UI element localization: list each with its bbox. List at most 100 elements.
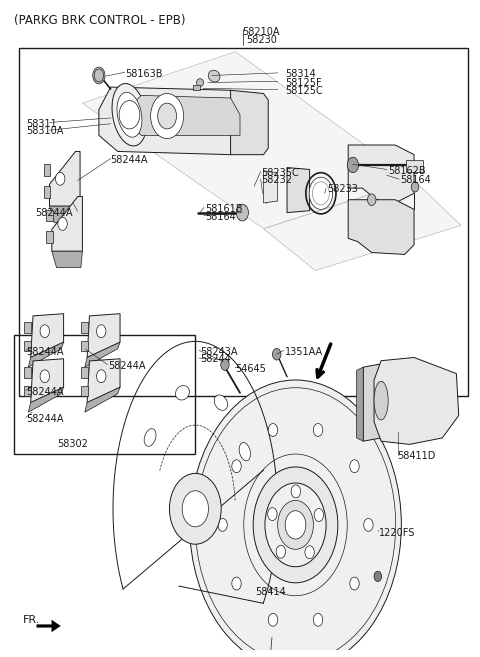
Polygon shape [132, 95, 240, 135]
Polygon shape [52, 196, 83, 251]
Circle shape [96, 325, 106, 338]
Ellipse shape [117, 92, 142, 137]
Polygon shape [264, 171, 277, 203]
Text: 58411D: 58411D [397, 451, 436, 461]
Circle shape [314, 509, 324, 522]
Text: 58314: 58314 [285, 69, 315, 79]
Circle shape [276, 545, 286, 558]
Text: 58244A: 58244A [110, 155, 148, 165]
Bar [81, 340, 87, 351]
Circle shape [221, 359, 229, 371]
Polygon shape [31, 313, 63, 357]
Polygon shape [357, 367, 363, 442]
Polygon shape [49, 206, 80, 223]
Bar [46, 210, 53, 221]
Text: 58163B: 58163B [125, 69, 162, 79]
Ellipse shape [208, 70, 220, 82]
Circle shape [350, 460, 359, 472]
Polygon shape [87, 313, 120, 357]
Polygon shape [49, 152, 80, 206]
Polygon shape [37, 620, 60, 632]
Text: 58125F: 58125F [285, 78, 321, 87]
Text: 58230: 58230 [246, 35, 276, 45]
Bar [24, 340, 31, 351]
Bar [19, 49, 468, 396]
Ellipse shape [196, 79, 204, 87]
Text: (PARKG BRK CONTROL - EPB): (PARKG BRK CONTROL - EPB) [14, 14, 186, 27]
Bar [24, 367, 31, 378]
Text: 58244A: 58244A [108, 361, 146, 371]
Circle shape [285, 510, 306, 539]
Circle shape [232, 577, 241, 590]
Text: 1220FS: 1220FS [379, 528, 415, 537]
Circle shape [268, 424, 278, 436]
Ellipse shape [176, 386, 190, 400]
Bar [81, 367, 87, 378]
Bar [24, 322, 31, 333]
Circle shape [368, 194, 376, 206]
Text: 58162B: 58162B [388, 166, 426, 176]
Polygon shape [28, 342, 63, 367]
Bar [46, 231, 53, 243]
Circle shape [182, 491, 208, 527]
Circle shape [273, 348, 281, 360]
Circle shape [169, 474, 221, 544]
Ellipse shape [112, 83, 147, 146]
Circle shape [96, 370, 106, 383]
Text: 58235C: 58235C [261, 168, 299, 177]
Circle shape [253, 467, 338, 583]
Circle shape [56, 172, 65, 185]
Text: 58244A: 58244A [26, 414, 63, 424]
Circle shape [291, 485, 300, 498]
Bar [406, 160, 422, 172]
Circle shape [40, 370, 49, 383]
Text: 58161B: 58161B [204, 204, 242, 214]
Circle shape [364, 518, 373, 532]
Text: 54645: 54645 [235, 364, 266, 374]
Circle shape [58, 217, 67, 231]
Circle shape [313, 424, 323, 436]
Circle shape [218, 518, 228, 532]
Circle shape [190, 380, 401, 657]
Circle shape [236, 204, 249, 221]
Text: 58244: 58244 [200, 354, 231, 365]
Circle shape [93, 67, 105, 84]
Circle shape [157, 103, 177, 129]
Text: 58125C: 58125C [285, 86, 323, 96]
Polygon shape [264, 181, 461, 271]
Bar [44, 164, 50, 176]
Text: 58164: 58164 [204, 212, 236, 222]
Polygon shape [52, 251, 83, 267]
Circle shape [40, 325, 49, 338]
Polygon shape [348, 145, 414, 203]
Circle shape [305, 546, 314, 558]
Polygon shape [31, 359, 63, 403]
Polygon shape [85, 387, 120, 412]
Text: 58233: 58233 [327, 185, 358, 194]
Bar [193, 85, 201, 90]
Text: 58210A: 58210A [242, 28, 280, 37]
Circle shape [265, 483, 326, 567]
Circle shape [277, 501, 313, 549]
Text: FR.: FR. [23, 614, 40, 625]
Circle shape [232, 460, 241, 472]
Bar [44, 187, 50, 198]
Polygon shape [83, 52, 414, 229]
Circle shape [119, 101, 140, 129]
Circle shape [151, 93, 183, 139]
Text: 58311: 58311 [26, 119, 57, 129]
Bar [81, 386, 87, 396]
Text: 58302: 58302 [58, 440, 88, 449]
Circle shape [268, 614, 278, 626]
Polygon shape [374, 357, 459, 444]
Bar [14, 335, 195, 454]
Ellipse shape [374, 381, 388, 420]
Bar [24, 386, 31, 396]
Text: 1351AA: 1351AA [285, 347, 323, 357]
Polygon shape [287, 168, 310, 213]
Polygon shape [348, 200, 414, 254]
Circle shape [268, 508, 277, 520]
Polygon shape [230, 90, 268, 154]
Polygon shape [85, 342, 120, 367]
Polygon shape [87, 359, 120, 403]
